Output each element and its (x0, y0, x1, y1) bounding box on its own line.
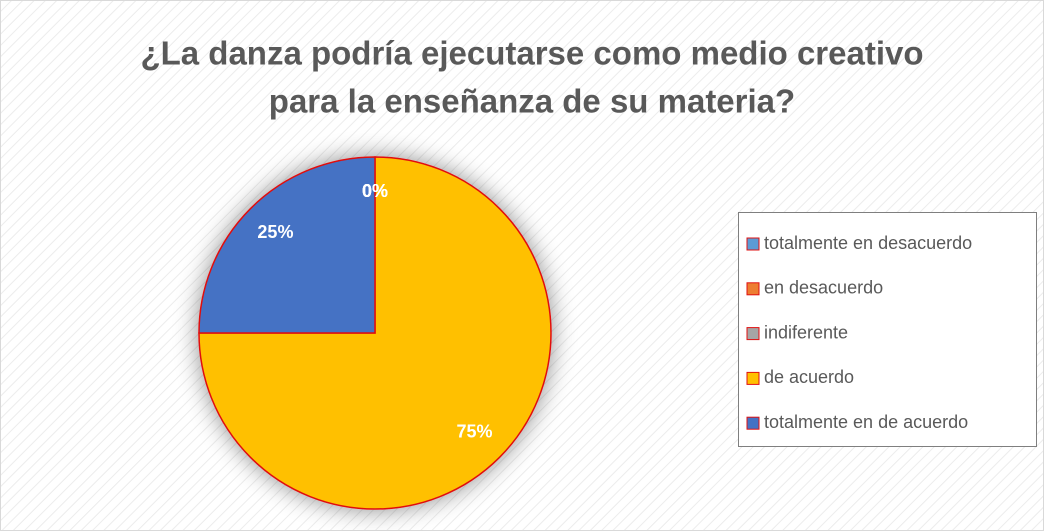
legend-label: totalmente en de acuerdo (764, 412, 968, 432)
legend-swatch (746, 416, 760, 430)
pie-slice (198, 156, 376, 334)
legend-swatch (746, 327, 760, 341)
legend-swatch (746, 237, 760, 251)
data-label: 0% (362, 181, 388, 201)
legend-label: en desacuerdo (764, 278, 883, 298)
legend-label: indiferente (764, 322, 848, 342)
data-label: 25% (257, 222, 293, 242)
chart-title: para la enseñanza de su materia? (269, 83, 795, 120)
data-label: 0% (362, 181, 388, 201)
pie-slice (198, 156, 552, 510)
pie (198, 156, 552, 510)
legend-swatch (746, 282, 760, 296)
legend-swatch (746, 371, 760, 385)
legend (738, 212, 1037, 447)
data-label: 75% (457, 421, 493, 441)
legend-label: de acuerdo (764, 367, 854, 387)
chart-title: ¿La danza podría ejecutarse como medio c… (140, 35, 923, 72)
data-label: 0% (362, 181, 388, 201)
legend-label: totalmente en desacuerdo (764, 233, 972, 253)
